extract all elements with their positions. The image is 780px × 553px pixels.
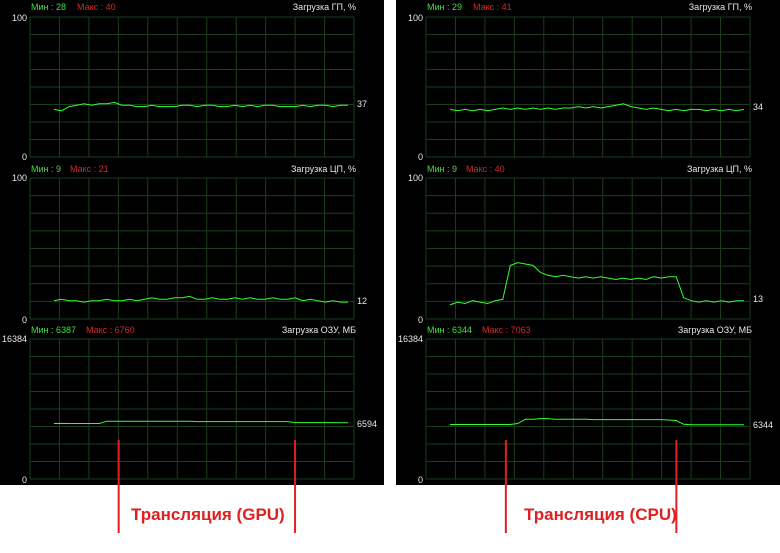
min-label: Мин : 9	[31, 164, 62, 174]
max-label: Макс : 6760	[86, 325, 135, 335]
min-label: Мин : 6344	[427, 325, 473, 335]
y-axis-min: 0	[21, 475, 27, 485]
y-axis-min: 0	[417, 315, 423, 325]
series-line	[53, 420, 348, 424]
current-value: 34	[753, 102, 764, 112]
graph-title: Загрузка ГП, %	[688, 2, 752, 12]
current-value: 37	[357, 99, 368, 109]
min-label: Мин : 6387	[31, 325, 77, 335]
gpu-load-graph: Мин : 29 Макс : 41 Загрузка ГП, % 100 0 …	[396, 0, 780, 162]
series-line	[449, 103, 745, 112]
current-value: 12	[357, 296, 368, 306]
max-label: Макс : 41	[473, 2, 512, 12]
annotation-label-cpu: Трансляция (CPU)	[524, 505, 677, 524]
max-label: Макс : 7063	[482, 325, 531, 335]
ram-load-plot	[29, 338, 355, 480]
gpu-load-plot	[425, 16, 751, 158]
y-axis-max: 100	[11, 13, 27, 23]
current-value: 13	[753, 294, 764, 304]
y-axis-max: 100	[11, 173, 27, 183]
y-axis-min: 0	[417, 475, 423, 485]
series-line	[53, 101, 348, 112]
min-label: Мин : 29	[427, 2, 463, 12]
ram-load-graph: Мин : 6344 Макс : 7063 Загрузка ОЗУ, МБ …	[396, 324, 780, 485]
current-value: 6594	[357, 419, 378, 429]
max-label: Макс : 21	[70, 164, 109, 174]
y-axis-min: 0	[21, 315, 27, 325]
cpu-load-graph: Мин : 9 Макс : 40 Загрузка ЦП, % 100 0 1…	[396, 162, 780, 325]
series-line	[53, 295, 348, 303]
y-axis-max: 100	[407, 173, 423, 183]
gpu-load-plot	[29, 16, 355, 158]
cpu-load-plot	[29, 177, 355, 320]
ram-load-graph: Мин : 6387 Макс : 6760 Загрузка ОЗУ, МБ …	[0, 324, 384, 485]
gpu-load-graph: Мин : 28 Макс : 40 Загрузка ГП, % 100 0 …	[0, 0, 384, 162]
y-axis-max: 100	[407, 13, 423, 23]
cpu-load-plot	[425, 177, 751, 320]
series-line	[450, 418, 744, 426]
graph-title: Загрузка ЦП, %	[290, 164, 356, 174]
monitor-panel-cpu-stream: Мин : 29 Макс : 41 Загрузка ГП, % 100 0 …	[396, 0, 780, 485]
graph-title: Загрузка ЦП, %	[686, 164, 752, 174]
graph-title: Загрузка ОЗУ, МБ	[281, 325, 356, 335]
max-label: Макс : 40	[77, 2, 116, 12]
y-axis-max: 16384	[397, 334, 423, 344]
graph-title: Загрузка ОЗУ, МБ	[677, 325, 752, 335]
current-value: 6344	[753, 420, 774, 430]
annotation-label-gpu: Трансляция (GPU)	[131, 505, 285, 524]
y-axis-max: 16384	[1, 334, 27, 344]
series-line	[449, 262, 744, 306]
max-label: Макс : 40	[466, 164, 505, 174]
y-axis-min: 0	[21, 152, 27, 162]
ram-load-plot	[425, 338, 751, 480]
cpu-load-graph: Мин : 9 Макс : 21 Загрузка ЦП, % 100 0 1…	[0, 162, 384, 325]
graph-title: Загрузка ГП, %	[292, 2, 356, 12]
min-label: Мин : 9	[427, 164, 458, 174]
y-axis-min: 0	[417, 152, 423, 162]
min-label: Мин : 28	[31, 2, 67, 12]
monitor-panel-gpu-stream: Мин : 28 Макс : 40 Загрузка ГП, % 100 0 …	[0, 0, 384, 485]
